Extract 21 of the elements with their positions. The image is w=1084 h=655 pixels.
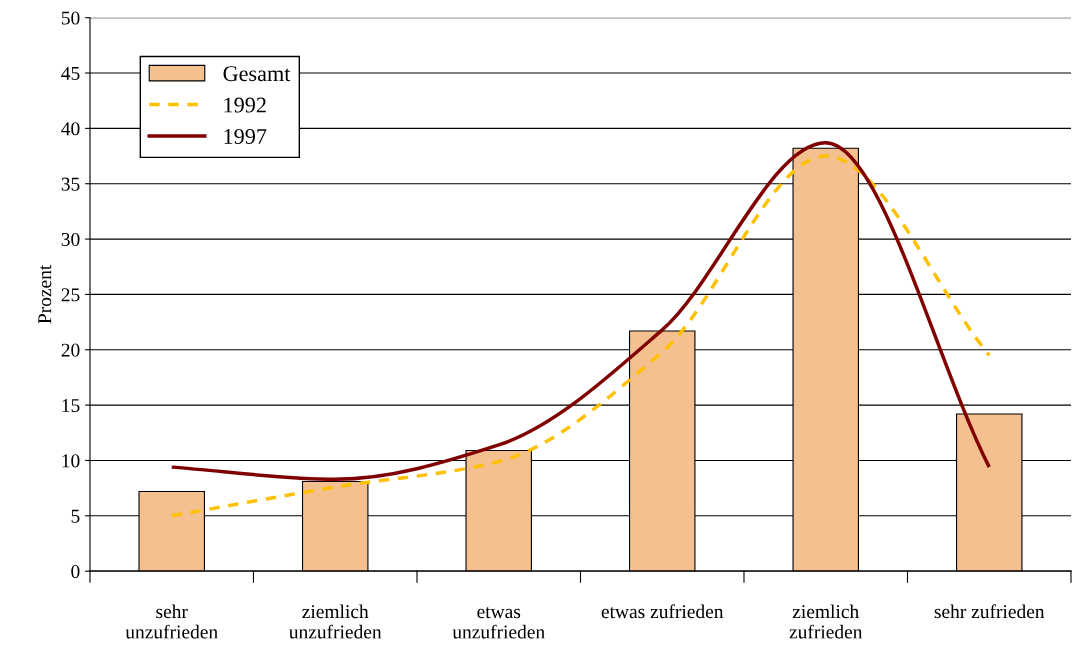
legend-label: Gesamt bbox=[223, 66, 291, 82]
x-tick-label: ziemlich zufrieden bbox=[789, 604, 863, 639]
legend-label: 1997 bbox=[224, 129, 267, 144]
y-tick-label: 15 bbox=[62, 399, 80, 413]
y-tick-label: 50 bbox=[61, 11, 80, 25]
y-tick-label: 20 bbox=[61, 343, 80, 357]
y-tick-label: 40 bbox=[61, 122, 80, 136]
y-tick-label: 45 bbox=[61, 66, 80, 80]
legend-label: 1992 bbox=[224, 97, 266, 113]
y-axis-title: Prozent bbox=[38, 264, 52, 324]
x-tick-label: etwas unzufrieden bbox=[452, 607, 545, 639]
y-tick-label: 0 bbox=[71, 564, 80, 579]
y-tick-label: 25 bbox=[61, 288, 80, 302]
x-tick-label: sehr zufrieden bbox=[934, 604, 1045, 619]
y-tick-label: 35 bbox=[61, 177, 80, 191]
x-tick-label: etwas zufrieden bbox=[601, 604, 724, 619]
y-tick-label: 30 bbox=[61, 232, 80, 247]
y-tick-label: 10 bbox=[62, 454, 80, 468]
x-tick-label: sehr unzufrieden bbox=[125, 604, 218, 639]
x-tick-label: ziemlich unzufrieden bbox=[289, 604, 382, 639]
y-tick-label: 5 bbox=[71, 509, 80, 523]
